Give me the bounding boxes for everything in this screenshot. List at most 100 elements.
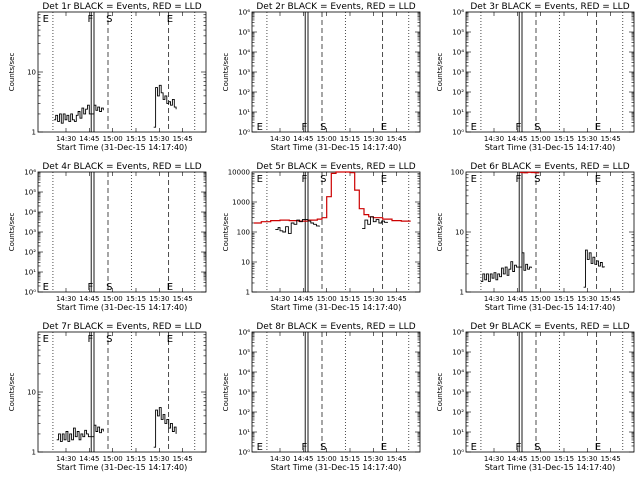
x-tick-label: 15:30 (577, 295, 597, 303)
y-tick-label: 10¹ (452, 109, 464, 117)
panel-det-7: Det 7r BLACK = Events, RED = LLD 1 10 Count… (8, 322, 207, 472)
panel-title: Det 8r BLACK = Events, RED = LLD (256, 322, 415, 332)
panel-det-9: Det 9r BLACK = Events, RED = LLD 10⁰ 10¹ 10… (436, 322, 635, 472)
x-tick-label: 15:30 (363, 455, 383, 463)
x-tick-label: 14:45 (293, 455, 313, 463)
marker-label: F (515, 174, 521, 185)
y-axis-label: Counts/sec (436, 53, 444, 92)
y-tick-label: 1 (246, 289, 250, 297)
x-tick-label: 15:15 (554, 455, 574, 463)
y-axis-label: Counts/sec (8, 53, 16, 92)
y-tick-label: 10⁶ (24, 169, 36, 177)
marker-label: S (106, 282, 112, 293)
y-tick-label: 10 (241, 259, 250, 267)
x-tick-label: 14:30 (484, 455, 504, 463)
y-tick-label: 10⁴ (24, 209, 36, 217)
panel-title: Det 7r BLACK = Events, RED = LLD (42, 322, 201, 332)
x-tick-label: 15:15 (126, 135, 146, 143)
events-series-line (275, 216, 388, 234)
marker-label: E (381, 174, 387, 185)
x-axis-label: Start Time (31-Dec-15 14:17:40) (271, 303, 402, 312)
x-axis-label: Start Time (31-Dec-15 14:17:40) (57, 143, 188, 152)
marker-label: E (595, 122, 601, 133)
marker-label: E (471, 174, 477, 185)
x-tick-label: 14:45 (293, 135, 313, 143)
y-tick-label: 10³ (238, 69, 250, 77)
x-tick-label: 14:45 (79, 135, 99, 143)
marker-label: S (534, 442, 540, 453)
y-tick-label: 10¹ (238, 429, 250, 437)
plot-frame (37, 171, 207, 293)
marker-label: S (320, 174, 326, 185)
y-tick-label: 10³ (24, 229, 36, 237)
y-tick-label: 10⁴ (452, 369, 464, 377)
panel-title: Det 1r BLACK = Events, RED = LLD (42, 2, 201, 12)
y-tick-label: 100 (451, 169, 464, 177)
x-tick-label: 15:45 (601, 455, 621, 463)
marker-label: E (167, 14, 173, 25)
x-tick-label: 15:30 (363, 135, 383, 143)
y-tick-label: 10¹ (24, 269, 36, 277)
marker-label: F (301, 442, 307, 453)
x-tick-label: 14:30 (270, 295, 290, 303)
panel-det-3: Det 3r BLACK = Events, RED = LLD 10⁰ 10¹ 10… (436, 2, 635, 152)
x-tick-label: 15:45 (173, 295, 193, 303)
y-axis-label: Counts/sec (222, 53, 230, 92)
y-tick-label: 1 (32, 129, 36, 137)
x-tick-label: 15:45 (173, 135, 193, 143)
y-tick-label: 10³ (238, 389, 250, 397)
marker-label: S (106, 334, 112, 345)
y-tick-label: 10⁶ (238, 329, 250, 337)
marker-label: S (534, 122, 540, 133)
x-axis-label: Start Time (31-Dec-15 14:17:40) (485, 143, 616, 152)
x-tick-label: 15:30 (577, 455, 597, 463)
y-tick-label: 1000 (232, 199, 250, 207)
y-tick-label: 10³ (452, 69, 464, 77)
x-tick-label: 14:30 (484, 135, 504, 143)
panel-title: Det 2r BLACK = Events, RED = LLD (256, 2, 415, 12)
y-tick-label: 10000 (228, 169, 250, 177)
x-axis-label: Start Time (31-Dec-15 14:17:40) (57, 463, 188, 472)
y-tick-label: 100 (237, 229, 250, 237)
x-tick-label: 14:45 (507, 295, 527, 303)
x-tick-label: 15:00 (103, 455, 123, 463)
y-axis-label: Counts/sec (436, 213, 444, 252)
marker-label: S (320, 122, 326, 133)
x-tick-label: 15:15 (340, 135, 360, 143)
x-tick-label: 15:45 (387, 295, 407, 303)
panel-det-6: Det 6r BLACK = Events, RED = LLD 1 10 100 Co… (436, 162, 635, 312)
x-tick-label: 14:45 (79, 455, 99, 463)
plot-frame (251, 331, 421, 453)
panel-det-2: Det 2r BLACK = Events, RED = LLD 10⁰ 10¹ 10… (222, 2, 421, 152)
events-series-line (480, 249, 605, 288)
y-tick-label: 10⁶ (238, 9, 250, 17)
marker-label: E (43, 14, 49, 25)
marker-label: F (515, 122, 521, 133)
y-tick-label: 10⁴ (238, 369, 250, 377)
y-axis-label: Counts/sec (8, 213, 16, 252)
y-axis-label: Counts/sec (222, 373, 230, 412)
x-tick-label: 15:45 (601, 135, 621, 143)
x-tick-label: 14:30 (56, 135, 76, 143)
x-tick-label: 15:15 (126, 455, 146, 463)
y-tick-label: 10⁰ (452, 449, 464, 457)
x-axis-label: Start Time (31-Dec-15 14:17:40) (485, 303, 616, 312)
y-axis-label: Counts/sec (222, 213, 230, 252)
y-tick-label: 10³ (452, 389, 464, 397)
x-tick-label: 15:00 (317, 295, 337, 303)
marker-label: E (43, 334, 49, 345)
x-tick-label: 15:45 (601, 295, 621, 303)
x-tick-label: 15:00 (317, 135, 337, 143)
plot-frame (465, 11, 635, 133)
lld-series-line (253, 171, 411, 224)
x-tick-label: 14:30 (270, 455, 290, 463)
x-tick-label: 15:00 (317, 455, 337, 463)
x-tick-label: 15:15 (340, 295, 360, 303)
y-tick-label: 10² (452, 89, 464, 97)
x-tick-label: 15:00 (531, 295, 551, 303)
y-tick-label: 10⁰ (238, 449, 250, 457)
y-tick-label: 10⁵ (24, 189, 36, 197)
marker-label: E (471, 122, 477, 133)
x-tick-label: 15:45 (387, 455, 407, 463)
y-tick-label: 10² (238, 409, 250, 417)
